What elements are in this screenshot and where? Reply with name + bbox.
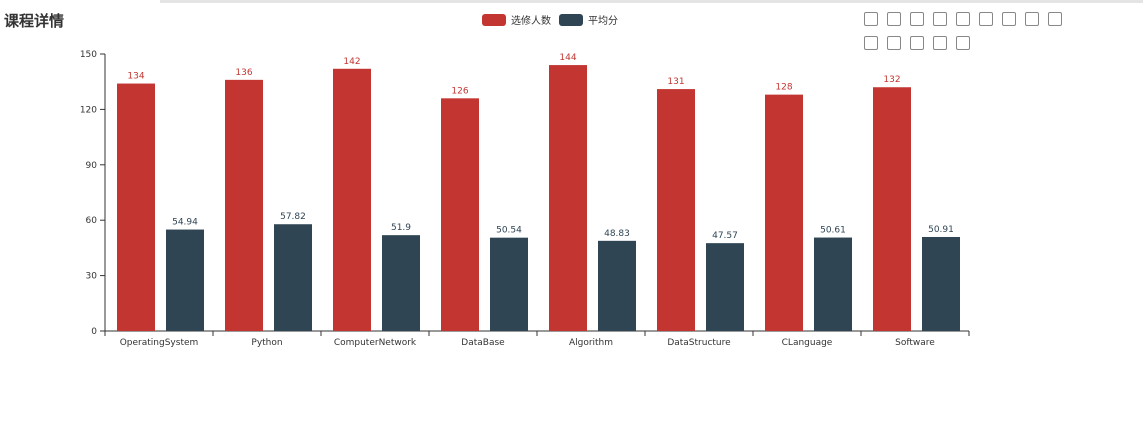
- bar-count: [117, 83, 155, 332]
- data-label: 57.82: [280, 212, 306, 222]
- bar-count: [333, 68, 371, 332]
- bar-count: [873, 87, 911, 332]
- bar-average: [382, 235, 420, 331]
- x-tick-label: CLanguage: [782, 338, 833, 348]
- data-label: 50.54: [496, 226, 522, 236]
- y-tick-label: 60: [86, 216, 98, 226]
- chart-title: 课程详情: [4, 12, 65, 30]
- data-label: 142: [343, 57, 360, 67]
- x-tick-label: Software: [895, 338, 935, 348]
- legend: 选修人数 平均分: [482, 12, 626, 27]
- data-label: 47.57: [712, 231, 738, 241]
- bar-count: [657, 89, 695, 331]
- y-tick-label: 150: [80, 50, 97, 60]
- data-label: 131: [667, 77, 684, 87]
- y-tick-label: 120: [80, 105, 97, 115]
- bar-average: [706, 243, 744, 331]
- data-label: 51.9: [391, 223, 411, 233]
- x-tick-label: DataBase: [461, 338, 505, 348]
- x-tick-label: OperatingSystem: [120, 338, 199, 348]
- data-view-icon[interactable]: [910, 12, 924, 26]
- data-label: 132: [883, 75, 900, 85]
- bar-average: [598, 240, 636, 331]
- rect-select-icon[interactable]: [1048, 12, 1062, 26]
- keep-select-icon[interactable]: [887, 36, 901, 50]
- data-label: 144: [559, 53, 576, 63]
- browser-edge: [160, 0, 1143, 3]
- y-tick-label: 90: [86, 161, 98, 171]
- bar-average: [166, 229, 204, 331]
- tiled-icon[interactable]: [933, 36, 947, 50]
- bar-average: [814, 237, 852, 331]
- zoom-icon[interactable]: [933, 12, 947, 26]
- refresh-icon[interactable]: [887, 12, 901, 26]
- x-tick-label: DataStructure: [667, 338, 731, 348]
- bar-count: [549, 65, 587, 331]
- bar-average: [922, 236, 960, 331]
- bar-count: [225, 79, 263, 331]
- legend-swatch: [559, 13, 583, 26]
- y-tick-label: 30: [86, 272, 98, 282]
- x-tick-label: Python: [251, 338, 282, 348]
- legend-label: 选修人数: [511, 16, 551, 27]
- data-label: 50.61: [820, 226, 846, 236]
- legend-swatch: [482, 13, 506, 26]
- legend-label: 平均分: [588, 16, 618, 27]
- data-label: 128: [775, 83, 792, 93]
- data-label: 136: [235, 68, 252, 78]
- data-label: 134: [127, 72, 144, 82]
- legend-item-average[interactable]: 平均分: [559, 12, 618, 27]
- download-icon[interactable]: [864, 12, 878, 26]
- data-label: 48.83: [604, 229, 630, 239]
- zoom-reset-icon[interactable]: [956, 12, 970, 26]
- bar-average: [274, 224, 312, 331]
- bar-average: [490, 237, 528, 331]
- data-label: 54.94: [172, 218, 198, 228]
- bar-count: [765, 94, 803, 331]
- y-tick-label: 0: [91, 327, 97, 337]
- x-tick-label: Algorithm: [569, 338, 613, 348]
- toolbox: [864, 12, 1074, 60]
- polygon-select-icon[interactable]: [864, 36, 878, 50]
- bar-icon[interactable]: [1002, 12, 1016, 26]
- data-label: 50.91: [928, 225, 954, 235]
- line-icon[interactable]: [979, 12, 993, 26]
- stack-icon[interactable]: [1025, 12, 1039, 26]
- x-tick-label: ComputerNetwork: [334, 338, 417, 348]
- brush-clear-icon[interactable]: [956, 36, 970, 50]
- bar-count: [441, 98, 479, 331]
- clear-select-icon[interactable]: [910, 36, 924, 50]
- data-label: 126: [451, 86, 468, 96]
- legend-item-count[interactable]: 选修人数: [482, 12, 551, 27]
